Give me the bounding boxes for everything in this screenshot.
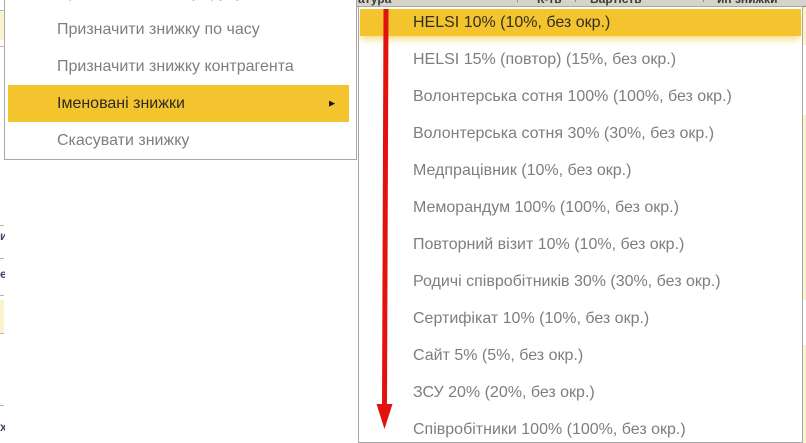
menu-item-label: Призначити знижку групу [57,0,244,2]
menu-item-label: Іменовані знижки [57,94,185,112]
submenu-item-label: Повторний візит 10% (10%, без окр.) [413,236,685,253]
submenu-item-label: ЗСУ 20% (20%, без окр.) [413,384,595,401]
submenu-item-10[interactable]: ЗСУ 20% (20%, без окр.) [360,379,801,406]
table-header-separator [703,0,704,2]
submenu-item-4[interactable]: Медпрацівник (10%, без окр.) [360,157,801,184]
submenu-item-label: Медпрацівник (10%, без окр.) [413,162,632,179]
submenu-item-label: Меморандум 100% (100%, без окр.) [413,199,679,216]
submenu-item-6[interactable]: Повторний візит 10% (10%, без окр.) [360,231,801,258]
submenu-item-9[interactable]: Сайт 5% (5%, без окр.) [360,342,801,369]
submenu-item-label: HELSI 15% (повтор) (15%, без окр.) [413,51,677,68]
submenu-item-label: HELSI 10% (10%, без окр.) [413,14,611,31]
table-header-separator [517,0,518,2]
table-header-column-nomenclature: атура [358,0,391,6]
submenu-item-1[interactable]: HELSI 15% (повтор) (15%, без окр.) [360,46,801,73]
table-header-column-cost: Вартість [590,0,642,6]
submenu-item-label: Родичі співробітників 30% (30%, без окр.… [413,273,721,290]
background-line-artifact [0,225,4,226]
submenu-item-label: Сайт 5% (5%, без окр.) [413,347,584,364]
menu-item-0[interactable]: Призначити знижку групу [8,0,349,11]
menu-item-label: Скасувати знижку [57,131,190,149]
background-line-artifact [0,46,4,47]
submenu-item-2[interactable]: Волонтерська сотня 100% (100%, без окр.) [360,83,801,110]
background-line-artifact [0,258,4,259]
discount-context-menu: Призначити знижку групу Призначити знижку… [4,0,357,160]
background-text-fragment: е [0,267,5,281]
submenu-item-3[interactable]: Волонтерська сотня 30% (30%, без окр.) [360,120,801,147]
submenu-item-7[interactable]: Родичі співробітників 30% (30%, без окр.… [360,268,801,295]
table-header-column-discount-type: ип знижки [717,0,777,6]
background-line-artifact [0,333,4,334]
table-header-row: атура К-ть Вартість ип знижки [350,0,806,6]
table-header-column-quantity: К-ть [537,0,562,6]
right-edge-artifact [803,45,806,115]
right-edge-artifact [803,300,806,345]
background-line-artifact [0,295,4,296]
background-line-artifact [0,10,4,11]
submenu-item-8[interactable]: Сертифікат 10% (10%, без окр.) [360,305,801,332]
submenu-item-label: Волонтерська сотня 30% (30%, без окр.) [413,125,715,142]
submenu-item-label: Волонтерська сотня 100% (100%, без окр.) [413,88,732,105]
right-edge-artifact [803,7,806,443]
submenu-item-5[interactable]: Меморандум 100% (100%, без окр.) [360,194,801,221]
named-discounts-list: HELSI 10% (10%, без окр.) HELSI 15% (повт… [359,9,802,442]
submenu-item-label: Співробітники 100% (100%, без окр.) [413,421,686,438]
background-highlight-artifact [0,12,4,40]
table-header-separator [575,0,576,2]
background-text-fragment: х( [0,420,5,434]
submenu-item-0[interactable]: HELSI 10% (10%, без окр.) [360,9,801,36]
menu-item-label: Призначити знижку по часу [57,20,260,38]
menu-item-4[interactable]: Скасувати знижку [8,122,349,159]
menu-item-label: Призначити знижку контрагента [57,57,294,75]
background-text-fragment: и [0,229,5,243]
menu-item-1[interactable]: Призначити знижку по часу [8,11,349,48]
background-line-artifact [0,405,4,406]
menu-item-3[interactable]: Іменовані знижки ► [8,85,349,122]
menu-item-2[interactable]: Призначити знижку контрагента [8,48,349,85]
submenu-expand-icon: ► [327,98,337,109]
submenu-item-11[interactable]: Співробітники 100% (100%, без окр.) [360,416,801,442]
background-highlight-artifact [0,300,4,333]
submenu-item-label: Сертифікат 10% (10%, без окр.) [413,310,650,327]
named-discounts-submenu: HELSI 10% (10%, без окр.) HELSI 15% (повт… [358,6,803,443]
